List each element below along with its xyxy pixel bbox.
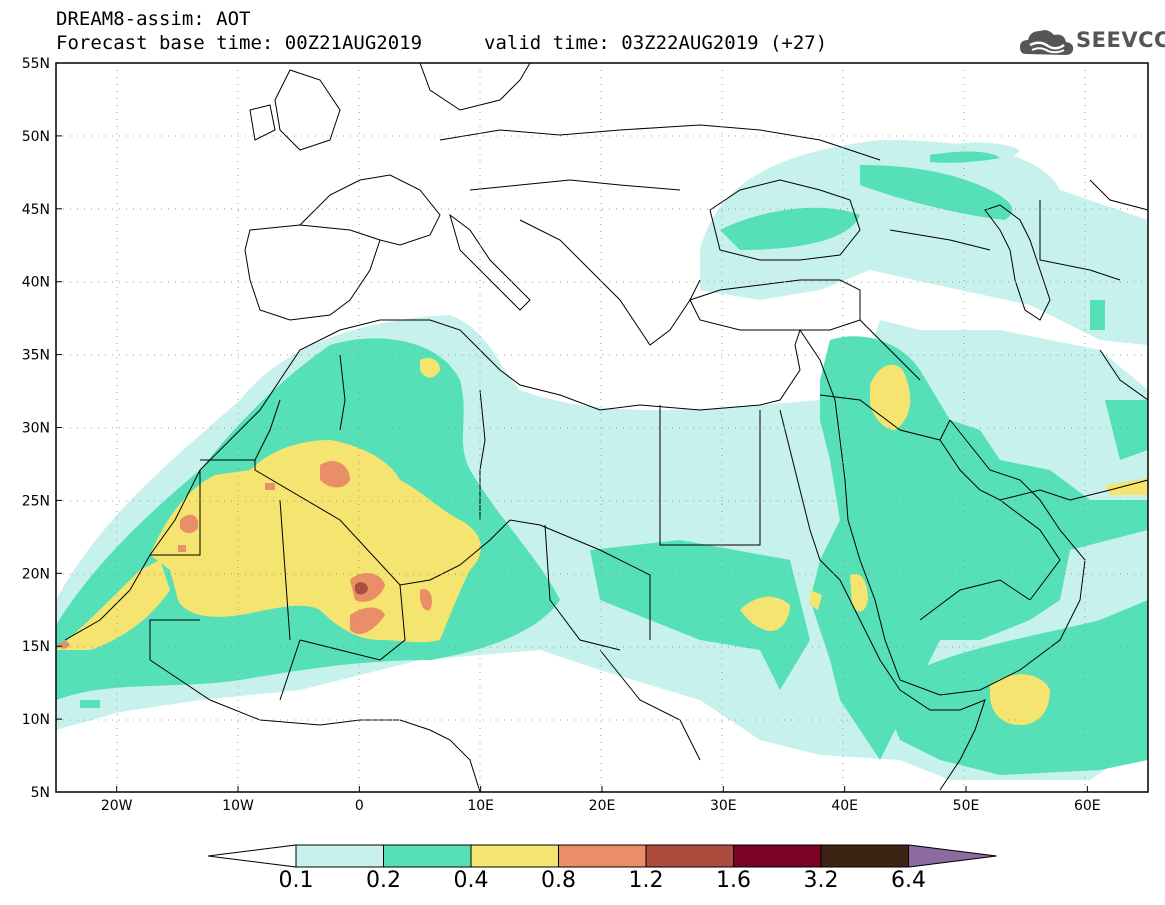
logo-text: SEEVCCC bbox=[1076, 28, 1165, 52]
colorbar-swatch bbox=[470, 844, 559, 868]
colorbar-label: 1.6 bbox=[716, 868, 751, 893]
map-title: DREAM8-assim: AOT bbox=[56, 8, 251, 30]
lon-tick-label: 10E bbox=[467, 798, 494, 814]
lat-tick-label: 45N bbox=[22, 202, 50, 218]
lon-tick-label: 50E bbox=[953, 798, 980, 814]
lon-tick-label: 60E bbox=[1074, 798, 1101, 814]
lat-tick-label: 55N bbox=[22, 56, 50, 72]
aot-contours bbox=[56, 63, 1148, 792]
lat-tick-label: 30N bbox=[22, 421, 50, 437]
colorbar bbox=[207, 844, 997, 868]
lat-tick-label: 15N bbox=[22, 639, 50, 655]
lon-tick-label: 20E bbox=[589, 798, 616, 814]
colorbar-swatch bbox=[295, 844, 384, 868]
lat-tick-label: 20N bbox=[22, 566, 50, 582]
colorbar-label: 0.1 bbox=[278, 868, 314, 893]
cloud-icon bbox=[1020, 30, 1074, 55]
lat-tick-label: 40N bbox=[22, 275, 50, 291]
aot-level-3 bbox=[56, 358, 1148, 725]
colorbar-swatch bbox=[558, 844, 647, 868]
colorbar-swatch bbox=[645, 844, 734, 868]
lat-tick-label: 50N bbox=[22, 129, 50, 145]
lat-tick-label: 25N bbox=[22, 493, 50, 509]
colorbar-label: 0.4 bbox=[453, 868, 489, 893]
lon-tick-label: 40E bbox=[831, 798, 858, 814]
graticule bbox=[56, 63, 1148, 792]
colorbar-label: 3.2 bbox=[803, 868, 839, 893]
lon-tick-label: 0 bbox=[355, 798, 364, 814]
colorbar-label: 1.2 bbox=[628, 868, 664, 893]
forecast-base-time: Forecast base time: 00Z21AUG2019 bbox=[56, 32, 423, 54]
lon-tick-label: 20W bbox=[101, 798, 133, 814]
lat-tick-label: 5N bbox=[31, 785, 50, 801]
colorbar-swatch bbox=[820, 844, 909, 868]
colorbar-swatch bbox=[383, 844, 472, 868]
colorbar-label: 0.2 bbox=[366, 868, 401, 893]
latitude-ticks: 55N 50N 45N 40N 35N 30N 25N 20N 15N 10N 5N bbox=[22, 56, 62, 801]
lat-tick-label: 35N bbox=[22, 348, 50, 364]
valid-time: valid time: 03Z22AUG2019 (+27) bbox=[484, 32, 828, 54]
longitude-ticks: 20W 10W 0 10E 20E 30E 40E 50E 60E bbox=[101, 786, 1101, 814]
lat-tick-label: 10N bbox=[22, 712, 50, 728]
colorbar-label: 6.4 bbox=[891, 868, 926, 893]
colorbar-low-arrow bbox=[207, 844, 297, 868]
aot-level-5 bbox=[355, 582, 368, 595]
lon-tick-label: 10W bbox=[222, 798, 254, 814]
lon-tick-label: 30E bbox=[710, 798, 737, 814]
colorbar-label: 0.8 bbox=[541, 868, 576, 893]
colorbar-high-arrow bbox=[908, 844, 997, 868]
colorbar-swatch bbox=[733, 844, 822, 868]
seevccc-logo: SEEVCCC bbox=[1018, 24, 1165, 60]
